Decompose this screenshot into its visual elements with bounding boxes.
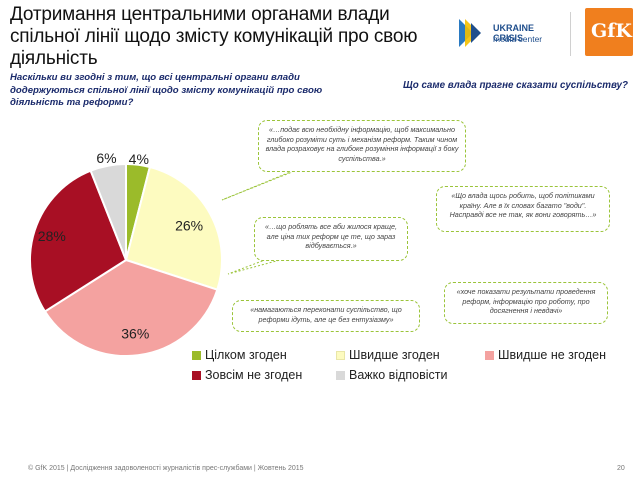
pie-slice-3 [29,169,128,313]
ukraine-crisis-logo-icon [459,19,481,47]
question-left: Наскільки ви згодні з тим, що всі центра… [10,72,323,108]
page-number: 20 [617,465,625,472]
legend-swatch-0 [192,351,201,360]
pie-slice-1 [124,165,223,291]
legend-label-4: Важко відповісти [349,368,448,382]
pie-slice-2 [43,258,219,357]
logo-uc-subtitle: media center [493,34,543,44]
legend-swatch-1 [336,351,345,360]
legend-swatch-2 [485,351,494,360]
gfk-logo-text: GfK [591,20,632,42]
pie-label-2: 36% [121,325,149,341]
legend-swatch-4 [336,371,345,380]
quote-4: «хоче показати результати проведення реф… [444,282,608,324]
legend-label-2: Швидше не згоден [498,348,606,362]
quote-2: «Що влада щось робить, щоб політиками кр… [436,186,610,232]
pie-label-3: 28% [38,228,66,244]
pie-label-0: 4% [129,151,149,167]
pie-label-1: 26% [175,217,203,233]
ukraine-crisis-logo: UKRAINE CRISIS media center [455,10,565,56]
logo-divider [570,12,571,56]
legend-label-1: Швидше згоден [349,348,440,362]
gfk-logo: GfK [585,8,633,56]
quote-5: «намагаються переконати суспільство, що … [232,300,420,332]
logo-uc-title: UKRAINE CRISIS [493,23,535,43]
quote-3: «…що роблять все аби жилося краще, але ц… [254,217,408,261]
question-right: Що саме влада прагне сказати суспільству… [403,80,628,91]
quote-1: «…подає всю необхідну інформацію, щоб ма… [258,120,466,172]
legend-swatch-3 [192,371,201,380]
page-title: Дотримання центральними органами влади с… [10,4,418,69]
pie-slice-4 [89,162,127,261]
legend-label-3: Зовсім не згоден [205,368,303,382]
quote-tail-3 [227,257,281,275]
legend-label-0: Цілком згоден [205,348,287,362]
quote-tail-1 [221,167,301,201]
pie-label-4: 6% [96,150,116,166]
footer-text: © GfK 2015 | Дослідження задоволеності ж… [28,465,304,472]
